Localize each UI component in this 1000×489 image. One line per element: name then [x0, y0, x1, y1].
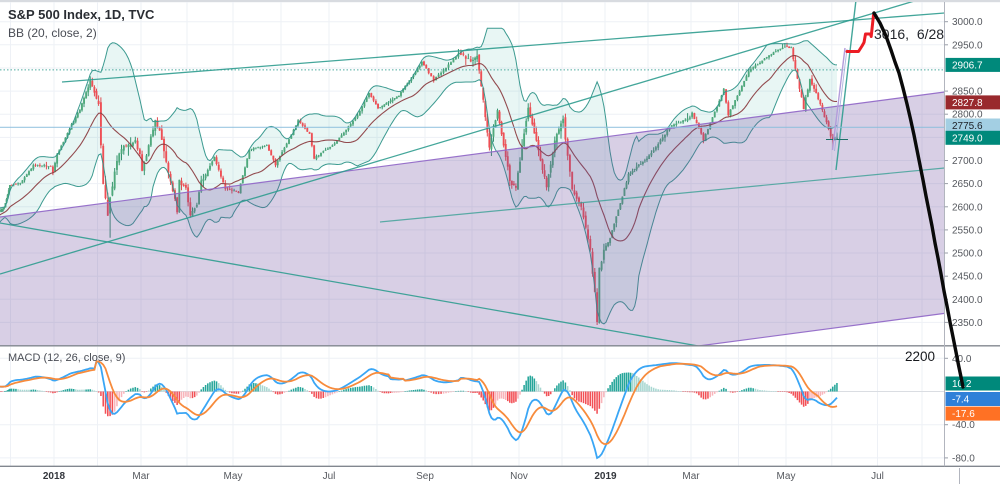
svg-text:2827.8: 2827.8 [952, 98, 983, 109]
svg-text:2700.0: 2700.0 [952, 156, 983, 167]
svg-text:-80.0: -80.0 [952, 453, 975, 464]
svg-text:-40.0: -40.0 [952, 420, 975, 431]
svg-text:2906.7: 2906.7 [952, 60, 983, 71]
svg-text:S&P 500 Index, 1D, TVC: S&P 500 Index, 1D, TVC [8, 7, 155, 22]
svg-text:Mar: Mar [682, 471, 700, 482]
svg-text:May: May [777, 471, 796, 482]
svg-text:2019: 2019 [594, 471, 617, 482]
svg-text:2400.0: 2400.0 [952, 295, 983, 306]
svg-text:2200: 2200 [905, 349, 935, 364]
svg-text:2950.0: 2950.0 [952, 40, 983, 51]
svg-text:BB (20, close, 2): BB (20, close, 2) [8, 26, 97, 40]
svg-text:2018: 2018 [43, 471, 66, 482]
svg-text:-7.4: -7.4 [952, 395, 970, 406]
svg-text:2550.0: 2550.0 [952, 225, 983, 236]
svg-text:-17.6: -17.6 [952, 409, 975, 420]
svg-text:Nov: Nov [510, 471, 528, 482]
svg-text:2450.0: 2450.0 [952, 272, 983, 283]
svg-text:Sep: Sep [416, 471, 434, 482]
svg-text:2775.6: 2775.6 [952, 121, 983, 132]
svg-text:2350.0: 2350.0 [952, 318, 983, 329]
svg-text:2600.0: 2600.0 [952, 202, 983, 213]
svg-text:2749.0: 2749.0 [952, 133, 983, 144]
svg-text:May: May [224, 471, 243, 482]
svg-text:Jul: Jul [871, 471, 884, 482]
svg-text:2650.0: 2650.0 [952, 179, 983, 190]
svg-text:2500.0: 2500.0 [952, 249, 983, 260]
svg-text:Mar: Mar [132, 471, 150, 482]
svg-text:3000.0: 3000.0 [952, 17, 983, 28]
svg-text:Jul: Jul [323, 471, 336, 482]
svg-text:MACD (12, 26, close, 9): MACD (12, 26, close, 9) [8, 352, 125, 364]
